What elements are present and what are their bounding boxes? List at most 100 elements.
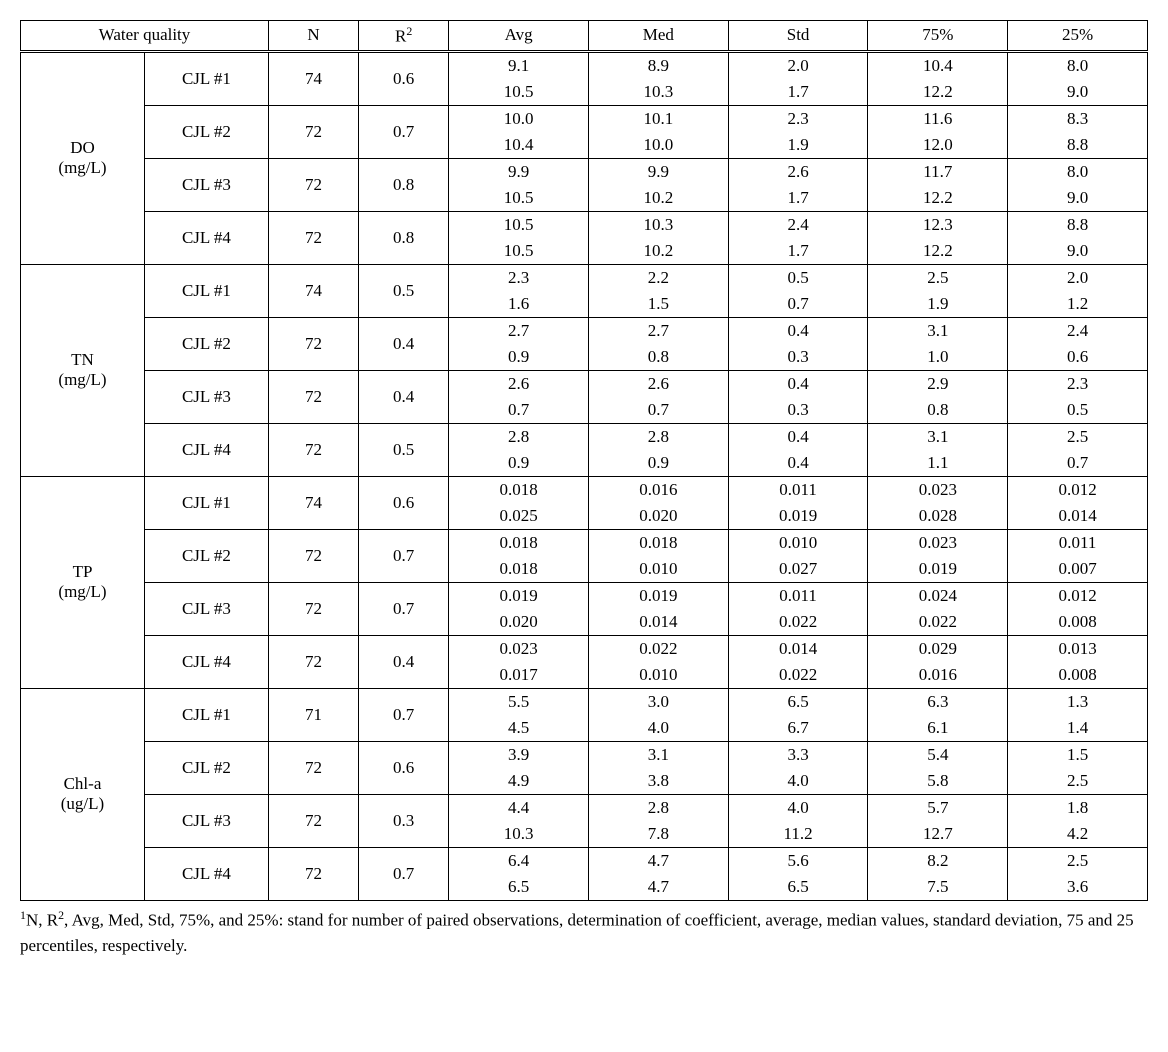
n-value: 72	[268, 794, 358, 847]
site-label: CJL #3	[144, 158, 268, 211]
stat-value: 11.7	[868, 158, 1008, 185]
stat-value: 1.8	[1008, 794, 1148, 821]
stat-value: 9.9	[588, 158, 728, 185]
site-label: CJL #1	[144, 51, 268, 105]
stat-value: 0.7	[449, 397, 589, 424]
stat-value: 10.3	[449, 821, 589, 848]
header-med: Med	[588, 21, 728, 52]
stat-value: 3.1	[868, 317, 1008, 344]
stat-value: 0.027	[728, 556, 868, 583]
stat-value: 12.2	[868, 185, 1008, 212]
n-value: 74	[268, 264, 358, 317]
stat-value: 2.4	[728, 211, 868, 238]
stat-value: 0.019	[449, 582, 589, 609]
stat-value: 8.2	[868, 847, 1008, 874]
stat-value: 3.9	[449, 741, 589, 768]
r2-value: 0.4	[359, 370, 449, 423]
stat-value: 10.3	[588, 211, 728, 238]
stat-value: 4.4	[449, 794, 589, 821]
stat-value: 0.014	[728, 635, 868, 662]
stat-value: 0.008	[1008, 662, 1148, 689]
header-25: 25%	[1008, 21, 1148, 52]
n-value: 74	[268, 476, 358, 529]
stat-value: 2.3	[1008, 370, 1148, 397]
stat-value: 10.0	[588, 132, 728, 159]
n-value: 72	[268, 847, 358, 900]
n-value: 72	[268, 529, 358, 582]
stat-value: 8.0	[1008, 51, 1148, 79]
stat-value: 0.018	[449, 556, 589, 583]
stat-value: 0.024	[868, 582, 1008, 609]
stat-value: 0.3	[728, 344, 868, 371]
stat-value: 2.4	[1008, 317, 1148, 344]
stat-value: 3.0	[588, 688, 728, 715]
stat-value: 0.017	[449, 662, 589, 689]
stat-value: 3.1	[868, 423, 1008, 450]
stat-value: 0.018	[449, 476, 589, 503]
stat-value: 2.8	[449, 423, 589, 450]
stat-value: 0.010	[728, 529, 868, 556]
site-label: CJL #4	[144, 635, 268, 688]
stat-value: 5.7	[868, 794, 1008, 821]
stat-value: 6.4	[449, 847, 589, 874]
stat-value: 0.018	[449, 529, 589, 556]
param-label: TN(mg/L)	[21, 264, 145, 476]
stat-value: 1.7	[728, 79, 868, 106]
stat-value: 0.016	[588, 476, 728, 503]
r2-value: 0.3	[359, 794, 449, 847]
header-water-quality: Water quality	[21, 21, 269, 52]
r2-value: 0.6	[359, 741, 449, 794]
param-label: Chl-a(ug/L)	[21, 688, 145, 900]
r2-value: 0.7	[359, 105, 449, 158]
param-label: DO(mg/L)	[21, 51, 145, 264]
stat-value: 0.4	[728, 317, 868, 344]
stat-value: 5.5	[449, 688, 589, 715]
stat-value: 0.011	[1008, 529, 1148, 556]
stat-value: 0.025	[449, 503, 589, 530]
stat-value: 0.7	[588, 397, 728, 424]
stat-value: 0.6	[1008, 344, 1148, 371]
stat-value: 0.8	[588, 344, 728, 371]
stat-value: 10.5	[449, 79, 589, 106]
header-std: Std	[728, 21, 868, 52]
stat-value: 1.0	[868, 344, 1008, 371]
n-value: 72	[268, 423, 358, 476]
stat-value: 6.5	[728, 874, 868, 901]
stat-value: 0.010	[588, 556, 728, 583]
stat-value: 2.0	[728, 51, 868, 79]
stat-value: 10.1	[588, 105, 728, 132]
stat-value: 12.3	[868, 211, 1008, 238]
stat-value: 4.7	[588, 847, 728, 874]
stat-value: 0.007	[1008, 556, 1148, 583]
r2-value: 0.4	[359, 635, 449, 688]
stat-value: 5.4	[868, 741, 1008, 768]
stat-value: 0.020	[588, 503, 728, 530]
stat-value: 0.022	[728, 609, 868, 636]
stat-value: 7.5	[868, 874, 1008, 901]
stat-value: 2.7	[449, 317, 589, 344]
site-label: CJL #4	[144, 847, 268, 900]
stat-value: 0.8	[868, 397, 1008, 424]
stat-value: 6.5	[728, 688, 868, 715]
stat-value: 8.9	[588, 51, 728, 79]
stat-value: 0.9	[588, 450, 728, 477]
stat-value: 0.023	[868, 476, 1008, 503]
stat-value: 5.6	[728, 847, 868, 874]
stat-value: 1.4	[1008, 715, 1148, 742]
header-n: N	[268, 21, 358, 52]
n-value: 72	[268, 105, 358, 158]
stat-value: 0.022	[868, 609, 1008, 636]
stat-value: 0.016	[868, 662, 1008, 689]
stat-value: 0.9	[449, 344, 589, 371]
stat-value: 2.6	[728, 158, 868, 185]
stat-value: 4.2	[1008, 821, 1148, 848]
stat-value: 4.0	[588, 715, 728, 742]
stat-value: 0.012	[1008, 476, 1148, 503]
stat-value: 9.0	[1008, 238, 1148, 265]
stat-value: 0.7	[1008, 450, 1148, 477]
r2-value: 0.7	[359, 688, 449, 741]
n-value: 72	[268, 635, 358, 688]
stat-value: 2.2	[588, 264, 728, 291]
stat-value: 4.0	[728, 794, 868, 821]
stat-value: 0.014	[588, 609, 728, 636]
